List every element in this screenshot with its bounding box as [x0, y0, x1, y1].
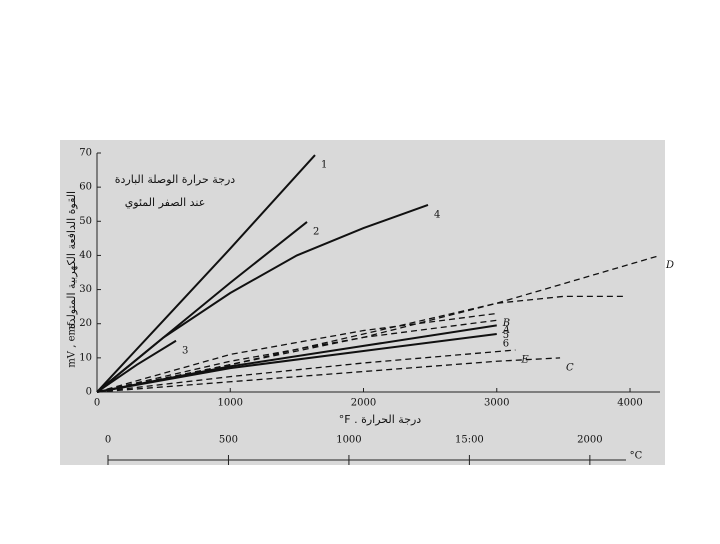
- x2-tick-label: 2000: [577, 435, 602, 446]
- y-tick-label: 20: [79, 318, 92, 329]
- series-label: 1: [321, 160, 327, 171]
- y-tick-label: 50: [79, 216, 92, 227]
- y-axis-label-ar: القوة الدافعة الكهربية المتولدة: [65, 191, 78, 329]
- y-tick-label: 0: [86, 387, 92, 398]
- series-label: 3: [182, 345, 188, 356]
- series-label: B: [502, 318, 510, 329]
- y-tick-label: 30: [79, 284, 92, 295]
- note-line: درجة حرارة الوصلة الباردة: [115, 173, 236, 186]
- y-tick-label: 10: [79, 352, 92, 363]
- series-label: 6: [503, 338, 509, 349]
- x-tick-label: 0: [94, 398, 100, 409]
- y-tick-label: 40: [79, 250, 92, 261]
- y-tick-label: 60: [79, 182, 92, 193]
- note-line: عند الصفر المئوي: [125, 196, 206, 209]
- series-line: [96, 332, 497, 393]
- y-axis-label: mV , emf: [67, 321, 78, 368]
- x-tick-label: 1000: [218, 398, 243, 409]
- series-label: C: [566, 362, 574, 373]
- x2-axis-label: °C: [630, 451, 643, 462]
- series-label: 2: [313, 226, 319, 237]
- x-tick-label: 2000: [351, 398, 376, 409]
- x-axis-label: °F . درجة الحرارة: [339, 413, 422, 426]
- series-label: D: [665, 260, 674, 271]
- series-label: 5: [503, 330, 509, 341]
- y-tick-label: 70: [79, 148, 92, 159]
- series-line: [96, 339, 177, 393]
- x-tick-label: 4000: [617, 398, 642, 409]
- x-tick-label: 3000: [484, 398, 509, 409]
- scan-background: [60, 140, 665, 465]
- x2-tick-label: 15:00: [455, 435, 484, 446]
- series-line: [96, 349, 516, 393]
- series-label: E: [520, 355, 529, 366]
- x2-tick-label: 500: [219, 435, 238, 446]
- series-line: [96, 312, 497, 393]
- series-line: [96, 295, 625, 393]
- series-line: [96, 357, 561, 393]
- series-line: [96, 203, 429, 393]
- series-label: 4: [434, 209, 440, 220]
- series-label: A: [502, 325, 510, 336]
- x2-tick-label: 1000: [336, 435, 361, 446]
- x2-tick-label: 0: [105, 435, 111, 446]
- series-line: [96, 154, 316, 393]
